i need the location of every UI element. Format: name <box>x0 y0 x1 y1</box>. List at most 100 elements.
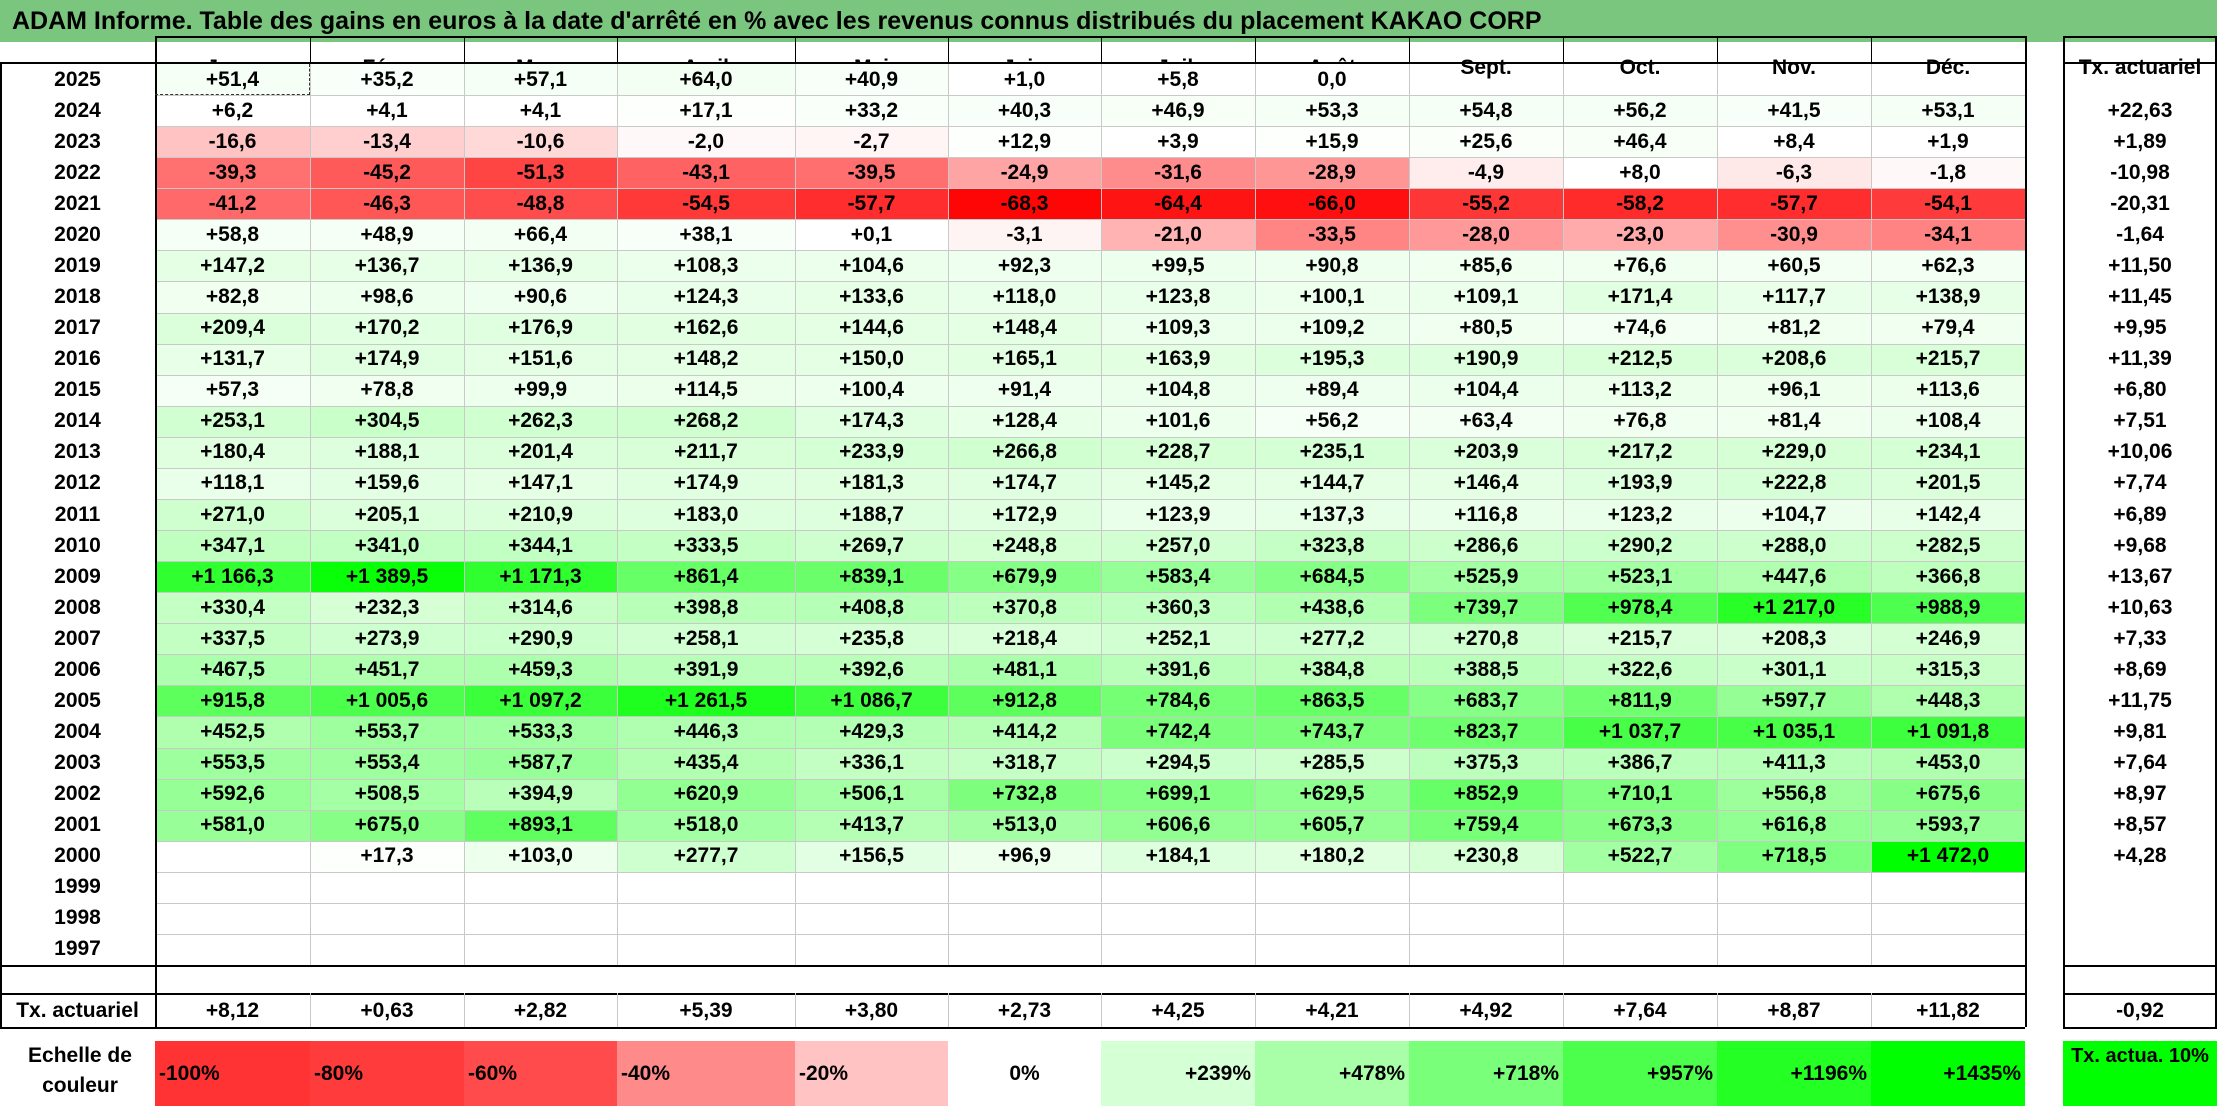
table-cell: +1 097,2 <box>464 685 617 717</box>
table-cell: +104,8 <box>1101 374 1255 406</box>
table-cell <box>1255 903 1409 934</box>
table-cell: +85,6 <box>1409 250 1563 282</box>
color-scale-step: +239% <box>1101 1041 1255 1106</box>
year-label: 2021 <box>54 191 101 215</box>
grid-line <box>1717 993 1718 1027</box>
table-cell: +246,9 <box>1871 623 2025 655</box>
table-cell: +163,9 <box>1101 343 1255 375</box>
table-cell: +718,5 <box>1717 840 1871 872</box>
table-cell: +90,6 <box>464 281 617 313</box>
table-cell <box>1717 64 1871 95</box>
footer-value: +4,21 <box>1305 999 1359 1022</box>
table-cell: +12,9 <box>948 126 1101 158</box>
table-cell: +452,5 <box>155 716 310 748</box>
grid-line <box>1101 36 1102 64</box>
year-label: 2019 <box>54 253 101 277</box>
actuarial-cell: +7,74 <box>2113 471 2167 495</box>
table-cell: +270,8 <box>1409 623 1563 655</box>
table-cell: +38,1 <box>617 219 795 251</box>
table-cell: +553,4 <box>310 747 464 779</box>
year-label: 2022 <box>54 160 101 184</box>
table-cell: +109,3 <box>1101 312 1255 344</box>
grid-line <box>464 64 465 966</box>
table-cell: -6,3 <box>1717 157 1871 189</box>
table-cell: +57,3 <box>155 374 310 406</box>
grid-line <box>155 623 2025 625</box>
table-cell: +205,1 <box>310 498 464 531</box>
grid-line <box>464 993 465 1027</box>
table-cell: -41,2 <box>155 188 310 220</box>
table-cell: +235,1 <box>1255 436 1409 468</box>
table-cell: +513,0 <box>948 809 1101 841</box>
table-cell: -21,0 <box>1101 219 1255 251</box>
table-cell: +147,2 <box>155 250 310 282</box>
table-cell: +174,9 <box>617 467 795 499</box>
table-cell <box>617 934 795 965</box>
color-scale-step: -40% <box>617 1041 795 1106</box>
table-cell: +742,4 <box>1101 716 1255 748</box>
table-cell: +174,9 <box>310 343 464 375</box>
color-scale-step: +478% <box>1255 1041 1409 1106</box>
table-cell: +56,2 <box>1563 95 1717 127</box>
actuarial-cell: +9,68 <box>2113 533 2167 557</box>
table-cell: +113,2 <box>1563 374 1717 406</box>
grid-line <box>1871 993 1872 1027</box>
table-cell: +330,4 <box>155 592 310 624</box>
table-cell: +429,3 <box>795 716 948 748</box>
table-cell: +839,1 <box>795 561 948 593</box>
table-cell: +188,7 <box>795 498 948 531</box>
table-cell: +988,9 <box>1871 592 2025 624</box>
table-cell: +811,9 <box>1563 685 1717 717</box>
table-cell <box>310 903 464 934</box>
table-cell: +3,9 <box>1101 126 1255 158</box>
table-cell: +184,1 <box>1101 840 1255 872</box>
grid-line <box>155 312 2025 314</box>
grid-line <box>155 809 2025 811</box>
table-cell: +699,1 <box>1101 778 1255 810</box>
actuarial-cell: +7,51 <box>2113 409 2167 433</box>
color-scale-step: -80% <box>310 1041 464 1106</box>
table-cell: +60,5 <box>1717 250 1871 282</box>
grid-line <box>1563 64 1564 966</box>
actuarial-cell: +7,33 <box>2113 626 2167 650</box>
table-cell: +174,7 <box>948 467 1101 499</box>
table-cell: +277,2 <box>1255 623 1409 655</box>
table-cell: +79,4 <box>1871 312 2025 344</box>
table-cell: +408,8 <box>795 592 948 624</box>
table-cell: +211,7 <box>617 436 795 468</box>
table-cell: +290,9 <box>464 623 617 655</box>
footer-value: +4,25 <box>1151 999 1205 1022</box>
color-scale-step: +1435% <box>1871 1041 2025 1106</box>
table-cell: +99,9 <box>464 374 617 406</box>
table-cell: +180,2 <box>1255 840 1409 872</box>
table-cell: -33,5 <box>1255 219 1409 251</box>
grid-line <box>0 965 2025 968</box>
grid-line <box>1871 36 1872 64</box>
table-cell: +318,7 <box>948 747 1101 779</box>
table-cell: +556,8 <box>1717 778 1871 810</box>
table-cell <box>1871 934 2025 965</box>
table-cell: -57,7 <box>795 188 948 220</box>
table-cell: -4,9 <box>1409 157 1563 189</box>
table-cell: +6,2 <box>155 95 310 127</box>
table-cell: +15,9 <box>1255 126 1409 158</box>
actuarial-scale-swatch: Tx. actua. 10% <box>2063 1041 2217 1106</box>
actuarial-cell: -20,31 <box>2110 191 2170 215</box>
table-cell: +170,2 <box>310 312 464 344</box>
table-cell: +17,1 <box>617 95 795 127</box>
table-cell: +388,5 <box>1409 654 1563 686</box>
table-cell: +481,1 <box>948 654 1101 686</box>
grid-line <box>0 62 2025 64</box>
table-cell <box>155 841 310 872</box>
table-cell: -39,3 <box>155 157 310 189</box>
table-cell: -51,3 <box>464 157 617 189</box>
table-cell: +629,5 <box>1255 778 1409 810</box>
table-cell: +347,1 <box>155 530 310 562</box>
table-cell: +174,3 <box>795 405 948 437</box>
table-cell: +459,3 <box>464 654 617 686</box>
actuarial-cell: +22,63 <box>2107 98 2173 122</box>
year-label: 2016 <box>54 347 101 371</box>
grid-line <box>155 871 2025 873</box>
table-cell: +123,2 <box>1563 498 1717 531</box>
grid-line <box>1717 64 1718 966</box>
